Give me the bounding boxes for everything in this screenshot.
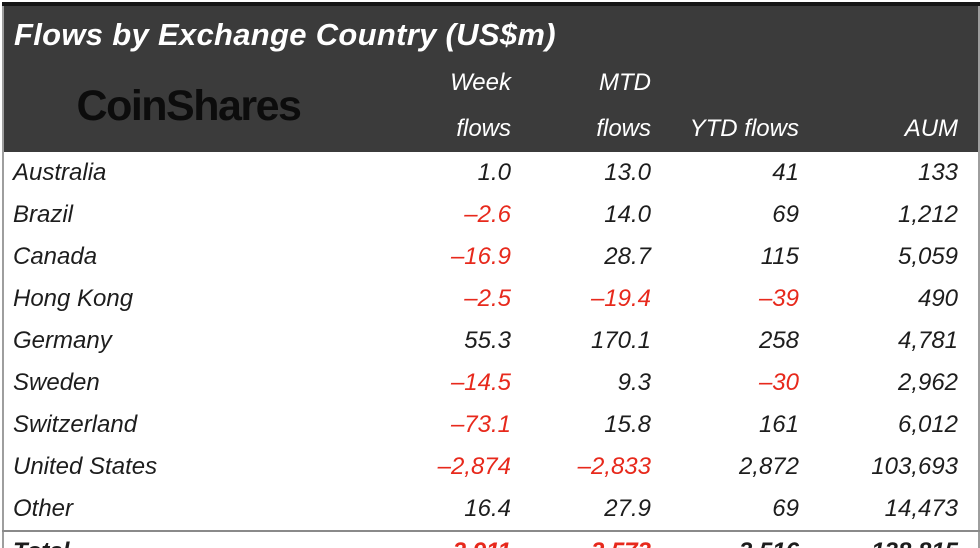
- mtd-flows-cell: 170.1: [590, 327, 651, 354]
- table-footer: Total –2,911 –2,573 3,516 138,815: [3, 531, 980, 548]
- mtd-flows-cell: 27.9: [604, 495, 651, 522]
- ytd-flows-cell: –39: [758, 285, 799, 312]
- header-line-2: flows flows YTD flows AUM: [3, 106, 980, 152]
- page-title: Flows by Exchange Country (US$m): [3, 4, 980, 60]
- total-week-flows: –2,911: [373, 531, 531, 548]
- title-row: Flows by Exchange Country (US$m): [3, 4, 980, 60]
- table-header: Flows by Exchange Country (US$m) CoinSha…: [3, 4, 980, 152]
- ytd-flows-cell: 161: [758, 411, 799, 438]
- mtd-flows-cell: –19.4: [590, 285, 651, 312]
- aum-cell: 490: [917, 285, 959, 312]
- week-flows-cell: 1.0: [477, 159, 511, 186]
- table-row: Australia 1.0 13.0 41 133: [3, 152, 979, 194]
- col-header-aum: AUM: [819, 106, 980, 152]
- total-label: Total: [3, 531, 373, 548]
- country-cell: United States: [13, 453, 158, 480]
- mtd-flows-cell: 28.7: [604, 243, 651, 270]
- ytd-flows-cell: 69: [772, 201, 799, 228]
- mtd-flows-cell: –2,833: [577, 453, 651, 480]
- table-row: Canada –16.9 28.7 115 5,059: [3, 236, 979, 278]
- week-flows-cell: –2,874: [437, 453, 511, 480]
- mtd-flows-cell: 14.0: [604, 201, 651, 228]
- mtd-flows-cell: 9.3: [617, 369, 651, 396]
- country-cell: Australia: [13, 159, 107, 186]
- total-mtd-flows: –2,573: [531, 531, 671, 548]
- col-header-week-line2: flows: [373, 106, 531, 152]
- aum-cell: 133: [917, 159, 959, 186]
- week-flows-cell: –2.5: [464, 285, 511, 312]
- week-flows-cell: 16.4: [464, 495, 511, 522]
- aum-cell: 5,059: [897, 243, 959, 270]
- week-flows-cell: –2.6: [464, 201, 511, 228]
- table-row: United States –2,874 –2,833 2,872 103,69…: [3, 446, 979, 488]
- table-row: Switzerland –73.1 15.8 161 6,012: [3, 404, 979, 446]
- table-body: Australia 1.0 13.0 41 133 Brazil –2.6 14…: [3, 152, 979, 531]
- ytd-flows-cell: 41: [772, 159, 799, 186]
- week-flows-cell: –73.1: [450, 411, 511, 438]
- ytd-flows-cell: 2,872: [738, 453, 799, 480]
- col-header-ytd-spacer: [671, 60, 819, 106]
- country-cell: Brazil: [13, 201, 74, 228]
- col-header-aum-spacer: [819, 60, 980, 106]
- table-row: Germany 55.3 170.1 258 4,781: [3, 320, 979, 362]
- aum-cell: 1,212: [897, 201, 959, 228]
- country-cell: Hong Kong: [13, 285, 134, 312]
- week-flows-cell: 55.3: [464, 327, 511, 354]
- total-aum: 138,815: [819, 531, 979, 548]
- country-cell: Germany: [13, 327, 112, 354]
- week-flows-cell: –14.5: [450, 369, 511, 396]
- country-cell: Canada: [13, 243, 98, 270]
- aum-cell: 6,012: [897, 411, 959, 438]
- ytd-flows-cell: 115: [760, 243, 799, 270]
- col-header-mtd-line1: MTD: [531, 60, 671, 106]
- coinshares-logo: CoinShares: [3, 60, 373, 152]
- aum-cell: 103,693: [871, 453, 959, 480]
- table-row: Brazil –2.6 14.0 69 1,212: [3, 194, 979, 236]
- aum-cell: 14,473: [884, 495, 959, 522]
- country-cell: Switzerland: [13, 411, 138, 438]
- week-flows-cell: –16.9: [450, 243, 511, 270]
- aum-cell: 2,962: [897, 369, 959, 396]
- total-ytd-flows: 3,516: [671, 531, 819, 548]
- mtd-flows-cell: 15.8: [604, 411, 651, 438]
- country-cell: Other: [13, 495, 74, 522]
- table-row: Other 16.4 27.9 69 14,473: [3, 488, 979, 531]
- col-header-mtd-line2: flows: [531, 106, 671, 152]
- country-cell: Sweden: [13, 369, 100, 396]
- mtd-flows-cell: 13.0: [604, 159, 651, 186]
- col-header-week-line1: Week: [373, 60, 531, 106]
- ytd-flows-cell: –30: [758, 369, 799, 396]
- header-line-1: CoinShares Week MTD: [3, 60, 980, 152]
- table-row: Sweden –14.5 9.3 –30 2,962: [3, 362, 979, 404]
- col-header-ytd: YTD flows: [671, 106, 819, 152]
- total-row: Total –2,911 –2,573 3,516 138,815: [3, 531, 980, 548]
- table-row: Hong Kong –2.5 –19.4 –39 490: [3, 278, 979, 320]
- ytd-flows-cell: 258: [758, 327, 799, 354]
- aum-cell: 4,781: [897, 327, 959, 354]
- ytd-flows-cell: 69: [772, 495, 799, 522]
